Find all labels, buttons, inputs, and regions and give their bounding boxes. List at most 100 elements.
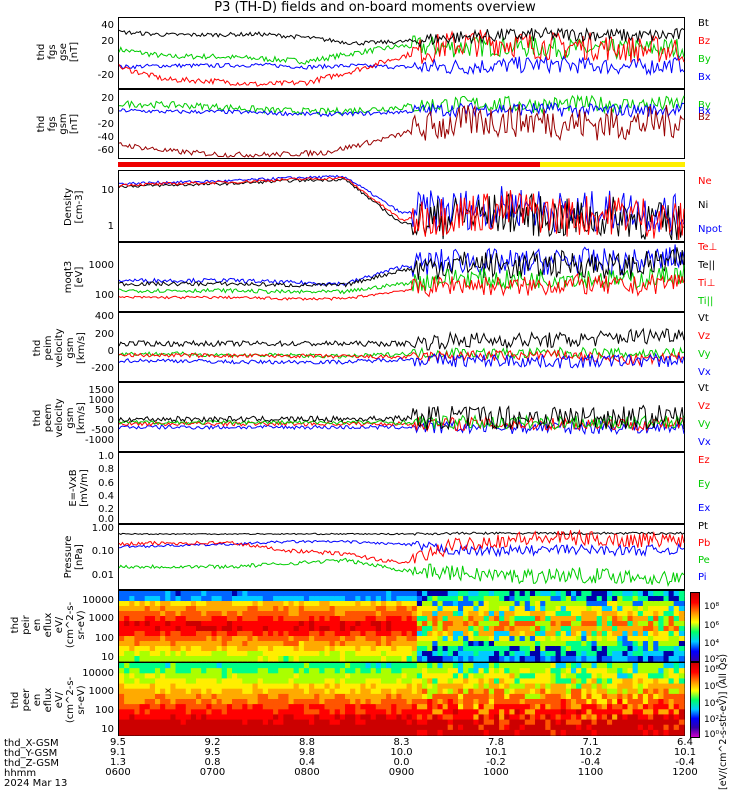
xaxis-tick-column: 8.8 9.8 0.4 0800	[287, 738, 327, 778]
colorbar-label: [eV/(cm^2-s-str-eV)] (All Qs)	[718, 653, 729, 790]
colorbar-tick: 10⁸	[704, 665, 720, 675]
xaxis-tick-y: 10.2	[579, 747, 602, 758]
legend-item: Pi	[698, 572, 707, 583]
panel-peir-spectrogram	[118, 590, 685, 662]
colorbar-peer	[690, 662, 700, 738]
xaxis-tick-z: -0.2	[486, 757, 506, 768]
ytick: -60	[97, 145, 114, 156]
xaxis-tick-x: 8.3	[393, 737, 410, 748]
xrow-name-time: hhmm	[4, 768, 37, 779]
ytick: 100	[94, 290, 114, 301]
legend-item: Npot	[698, 224, 722, 235]
colorbar-tick: 10⁶	[704, 621, 720, 631]
legend-fgs-gse: Bt Bz By Bx	[698, 18, 711, 90]
xrow-name-x: thd_X-GSM	[4, 738, 59, 749]
legend-item: Pe	[698, 555, 710, 566]
legend-item: Vx	[698, 437, 711, 448]
ytick: 200	[94, 329, 114, 340]
ytick: -500	[91, 425, 114, 436]
ytick: 10	[101, 724, 114, 735]
legend-peem-velocity: Vt Vz Vy Vx	[698, 383, 711, 455]
ytick: 1000	[88, 260, 114, 271]
legend-fgs-gsm: By Bx Bz	[698, 100, 711, 123]
ytick: 0.2	[98, 504, 114, 515]
panel-peer-spectrogram	[118, 662, 685, 736]
colorbar-peir	[690, 592, 700, 662]
xaxis-tick-t: 1200	[672, 767, 698, 778]
colorbar-tick: 10⁸	[704, 602, 720, 612]
ytick: 0.6	[98, 478, 114, 489]
page-title: P3 (TH-D) fields and on-board moments ov…	[214, 0, 536, 15]
panel-fgs-gse	[118, 17, 685, 89]
ytick: 0.0	[98, 514, 114, 525]
panel-pressure	[118, 524, 685, 590]
ytick: 400	[94, 311, 114, 322]
ytick: 1000	[88, 395, 114, 406]
legend-item: Vt	[698, 313, 709, 324]
xaxis-tick-t: 1100	[577, 767, 604, 778]
xrow-name-z: thd_Z-GSM	[4, 758, 59, 769]
colorbar-tick: 10⁴	[704, 699, 720, 709]
ytick: 0	[107, 346, 114, 357]
panel-fgs-gsm	[118, 89, 685, 159]
xaxis-tick-z: 0.8	[204, 757, 221, 768]
xaxis-tick-t: 0900	[388, 767, 415, 778]
xrow-name-date: 2024 Mar 13	[4, 778, 68, 789]
xaxis-tick-x: 7.8	[488, 737, 504, 748]
ytick: 1000	[88, 686, 114, 697]
panel-density	[118, 170, 685, 242]
legend-item: By	[698, 100, 711, 111]
panel-temperature	[118, 242, 685, 312]
xaxis-tick-y: 9.1	[110, 747, 126, 758]
legend-efield: Ez Ey Ex	[698, 455, 710, 527]
legend-item: Vz	[698, 401, 711, 412]
xaxis-tick-y: 10.1	[484, 747, 508, 758]
legend-item: Ey	[698, 479, 711, 490]
xaxis-tick-column: 7.8 10.1 -0.2 1000	[476, 738, 516, 778]
xaxis-tick-t: 0600	[105, 767, 131, 778]
legend-item: Ex	[698, 503, 711, 514]
ytick: -40	[97, 132, 114, 143]
xaxis-tick-x: 6.4	[677, 737, 693, 748]
colorbar-tick: 10²	[704, 715, 720, 725]
colorbar-tick: 10²	[704, 655, 720, 665]
xaxis-tick-z: 0.4	[299, 757, 315, 768]
ytick: 40	[101, 20, 114, 31]
legend-temperature: Te⊥ Te|| Ti⊥ Ti||	[698, 242, 717, 314]
xaxis-tick-column: 8.3 10.0 0.0 0900	[382, 738, 422, 778]
xaxis-tick-x: 8.8	[299, 737, 315, 748]
ytick: 500	[94, 405, 114, 416]
ytick: 1000	[88, 613, 114, 624]
xaxis-tick-x: 9.5	[110, 737, 126, 748]
panel-peim-velocity	[118, 312, 685, 382]
ytick: 0	[107, 415, 114, 426]
xaxis-tick-column: 9.5 9.1 1.3 0600	[98, 738, 138, 778]
legend-pressure: Pt Pb Pe Pi	[698, 521, 710, 589]
xaxis-tick-z: 1.3	[110, 757, 126, 768]
legend-item: Vy	[698, 419, 711, 430]
xaxis-tick-x: 7.1	[582, 737, 599, 748]
legend-item: Pt	[698, 521, 708, 532]
xaxis-tick-column: 6.4 10.1 -0.4 1200	[665, 738, 705, 778]
ytick: 1.0	[98, 451, 114, 462]
ytick: 1.00	[91, 523, 114, 534]
legend-item: Vt	[698, 383, 709, 394]
xaxis-tick-t: 0700	[199, 767, 226, 778]
xaxis-tick-x: 9.2	[204, 737, 221, 748]
ytick: 20	[101, 93, 114, 104]
ytick: 0.01	[91, 570, 114, 581]
legend-item: Te⊥	[698, 242, 718, 253]
legend-item: Bz	[698, 36, 711, 47]
xrow-name-y: thd_Y-GSM	[4, 748, 58, 759]
legend-density: Ne Ni Npot	[698, 176, 722, 248]
legend-item: Ti||	[698, 296, 714, 307]
legend-item: Pb	[698, 538, 711, 549]
xaxis-tick-z: -0.4	[675, 757, 695, 768]
legend-item: Ne	[698, 176, 712, 187]
panel-peem-velocity	[118, 382, 685, 452]
xaxis-tick-column: 9.2 9.5 0.8 0700	[193, 738, 233, 778]
ylabel-temperature: moqt3 [eV]	[63, 260, 85, 294]
ytick: 100	[94, 633, 114, 644]
ytick: -200	[91, 363, 114, 374]
legend-item: Vy	[698, 349, 711, 360]
